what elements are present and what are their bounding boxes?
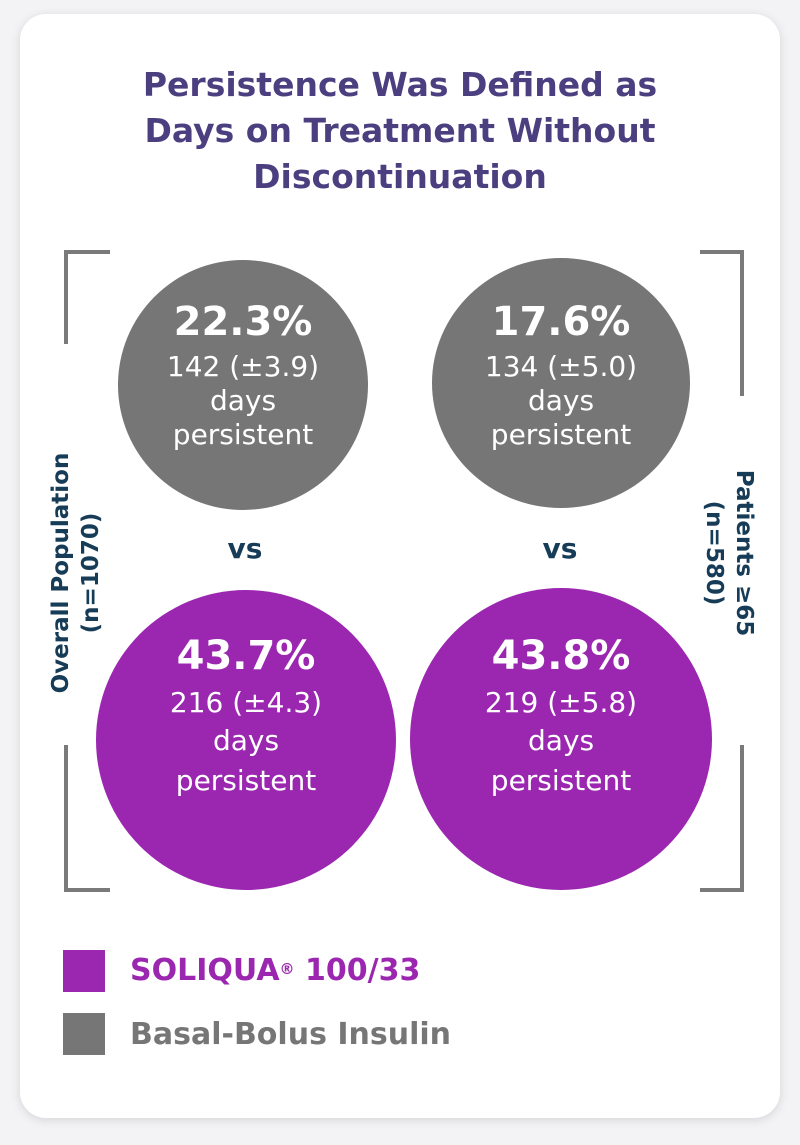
- days-unit: days: [209, 384, 277, 417]
- group-label-65plus: Patients ≥65 (n=580): [699, 470, 759, 637]
- days-unit: days: [212, 724, 280, 757]
- right-bracket-bottom: [700, 745, 744, 892]
- legend-soliqua-name: SOLIQUA: [130, 953, 280, 988]
- vs-label-overall: vs: [227, 532, 263, 565]
- percent-value: 43.7%: [176, 633, 316, 679]
- percent-value: 43.8%: [491, 633, 631, 679]
- bubble-soliqua-65plus: 43.8% 219 (±5.8) days persistent: [410, 588, 712, 890]
- legend-label-soliqua: SOLIQUA® 100/33: [130, 953, 420, 989]
- days-unit: days: [527, 384, 595, 417]
- days-suffix: persistent: [172, 418, 314, 451]
- days-value: 134 (±5.0): [484, 350, 638, 383]
- days-suffix: persistent: [490, 418, 632, 451]
- legend-swatch-basal-bolus: [63, 1013, 105, 1055]
- days-suffix: persistent: [175, 764, 317, 797]
- days-value: 219 (±5.8): [484, 686, 638, 719]
- legend-soliqua-dose: 100/33: [294, 953, 421, 988]
- chart-title: Persistence Was Defined as Days on Treat…: [60, 62, 740, 200]
- title-line-3: Discontinuation: [253, 157, 547, 196]
- registered-mark: ®: [279, 960, 295, 978]
- right-bracket-top: [700, 250, 744, 396]
- title-line-2: Days on Treatment Without: [144, 111, 656, 150]
- group-label-overall-line1: Overall Population: [48, 452, 74, 694]
- infographic-card: [20, 14, 780, 1118]
- vs-label-65plus: vs: [542, 532, 578, 565]
- title-line-1: Persistence Was Defined as: [142, 65, 658, 104]
- bubble-basal-bolus-overall: 22.3% 142 (±3.9) days persistent: [118, 260, 368, 510]
- bubble-soliqua-overall: 43.7% 216 (±4.3) days persistent: [96, 590, 396, 890]
- days-value: 216 (±4.3): [169, 686, 323, 719]
- group-label-65plus-line2: (n=580): [701, 500, 727, 606]
- percent-value: 17.6%: [491, 299, 631, 345]
- days-value: 142 (±3.9): [166, 350, 320, 383]
- percent-value: 22.3%: [173, 299, 313, 345]
- legend-swatch-soliqua: [63, 950, 105, 992]
- left-bracket-top: [64, 250, 110, 344]
- left-bracket-bottom: [64, 745, 110, 892]
- days-unit: days: [527, 724, 595, 757]
- bubble-basal-bolus-65plus: 17.6% 134 (±5.0) days persistent: [432, 258, 690, 508]
- group-label-65plus-line1: Patients ≥65: [731, 469, 757, 637]
- legend-label-basal-bolus: Basal-Bolus Insulin: [130, 1017, 452, 1052]
- days-suffix: persistent: [490, 764, 632, 797]
